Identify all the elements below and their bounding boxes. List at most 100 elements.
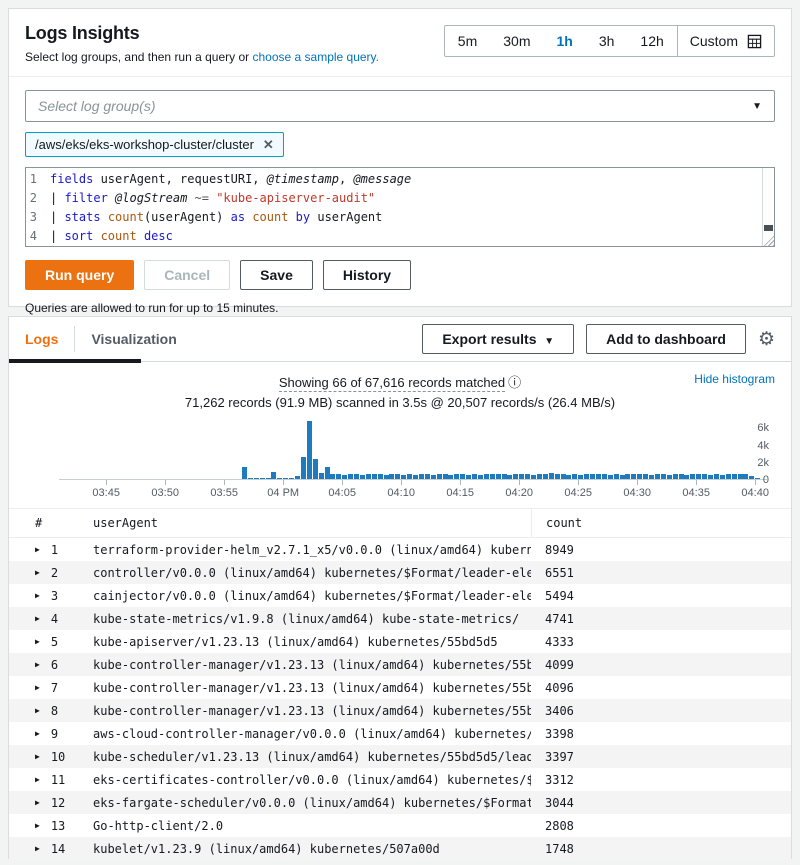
histogram-bar[interactable] bbox=[389, 474, 395, 479]
histogram-bar[interactable] bbox=[324, 466, 330, 479]
histogram-bar[interactable] bbox=[672, 474, 678, 479]
time-range-3h[interactable]: 3h bbox=[598, 33, 615, 49]
histogram-bar[interactable] bbox=[454, 474, 460, 479]
editor-scrollbar-thumb[interactable] bbox=[764, 225, 773, 231]
histogram-bar[interactable] bbox=[430, 474, 436, 479]
histogram-bar[interactable] bbox=[466, 474, 472, 479]
histogram-bar[interactable] bbox=[755, 477, 761, 479]
hide-histogram-link[interactable]: Hide histogram bbox=[694, 372, 775, 386]
sample-query-link[interactable]: choose a sample query. bbox=[252, 50, 379, 64]
histogram-bar[interactable] bbox=[418, 474, 424, 479]
histogram-bar[interactable] bbox=[601, 474, 607, 479]
histogram-bar[interactable] bbox=[318, 473, 324, 479]
gear-icon[interactable]: ⚙ bbox=[757, 328, 775, 350]
table-row[interactable]: ▶ 1 terraform-provider-helm_v2.7.1_x5/v0.0… bbox=[9, 538, 791, 561]
table-row[interactable]: ▶ 5 kube-apiserver/v1.23.13 (linux/amd64) … bbox=[9, 630, 791, 653]
histogram-bar[interactable] bbox=[306, 421, 312, 479]
time-range-30m[interactable]: 30m bbox=[503, 33, 531, 49]
histogram-bar[interactable] bbox=[348, 474, 354, 479]
time-range-12h[interactable]: 12h bbox=[640, 33, 664, 49]
row-expander-icon[interactable]: ▶ bbox=[35, 729, 40, 738]
row-expander-icon[interactable]: ▶ bbox=[35, 637, 40, 646]
histogram-bar[interactable] bbox=[649, 474, 655, 479]
col-header-useragent[interactable]: userAgent bbox=[93, 516, 159, 530]
histogram-bar[interactable] bbox=[289, 477, 295, 479]
table-row[interactable]: ▶ 2 controller/v0.0.0 (linux/amd64) kubern… bbox=[9, 561, 791, 584]
histogram-bar[interactable] bbox=[413, 474, 419, 479]
histogram-bar[interactable] bbox=[542, 473, 548, 479]
history-button[interactable]: History bbox=[322, 260, 412, 290]
histogram-bar[interactable] bbox=[401, 474, 407, 479]
histogram-bar[interactable] bbox=[359, 474, 365, 479]
histogram-bar[interactable] bbox=[436, 474, 442, 479]
histogram-bar[interactable] bbox=[743, 474, 749, 479]
histogram-bar[interactable] bbox=[696, 474, 702, 479]
histogram-bar[interactable] bbox=[725, 474, 731, 479]
table-row[interactable]: ▶ 12 eks-fargate-scheduler/v0.0.0 (linux/a… bbox=[9, 791, 791, 814]
histogram-bar[interactable] bbox=[472, 474, 478, 479]
histogram-bar[interactable] bbox=[584, 474, 590, 479]
histogram-bar[interactable] bbox=[713, 474, 719, 479]
histogram-bar[interactable] bbox=[536, 474, 542, 479]
table-row[interactable]: ▶ 6 kube-controller-manager/v1.23.13 (linu… bbox=[9, 653, 791, 676]
histogram-bar[interactable] bbox=[489, 474, 495, 479]
histogram-bar[interactable] bbox=[613, 474, 619, 479]
histogram-bar[interactable] bbox=[330, 473, 336, 479]
tab-visualization[interactable]: Visualization bbox=[91, 331, 177, 347]
table-row[interactable]: ▶ 3 cainjector/v0.0.0 (linux/amd64) kubern… bbox=[9, 584, 791, 607]
editor-scrollbar[interactable] bbox=[762, 168, 774, 246]
row-expander-icon[interactable]: ▶ bbox=[35, 821, 40, 830]
histogram-bar[interactable] bbox=[460, 474, 466, 479]
histogram-bar[interactable] bbox=[690, 474, 696, 479]
histogram-bar[interactable] bbox=[666, 474, 672, 479]
histogram-bar[interactable] bbox=[660, 474, 666, 479]
histogram-bar[interactable] bbox=[643, 474, 649, 479]
histogram-bar[interactable] bbox=[265, 478, 271, 479]
histogram-bar[interactable] bbox=[749, 476, 755, 479]
histogram-bar[interactable] bbox=[619, 474, 625, 479]
histogram-bar[interactable] bbox=[448, 474, 454, 479]
row-expander-icon[interactable]: ▶ bbox=[35, 614, 40, 623]
histogram-bar[interactable] bbox=[572, 474, 578, 479]
histogram-bar[interactable] bbox=[300, 456, 306, 479]
histogram-bar[interactable] bbox=[554, 474, 560, 479]
histogram-bar[interactable] bbox=[407, 474, 413, 479]
tab-logs[interactable]: Logs bbox=[25, 331, 59, 347]
histogram-bar[interactable] bbox=[365, 474, 371, 479]
row-expander-icon[interactable]: ▶ bbox=[35, 752, 40, 761]
histogram-bar[interactable] bbox=[483, 474, 489, 479]
row-expander-icon[interactable]: ▶ bbox=[35, 798, 40, 807]
histogram-bar[interactable] bbox=[277, 477, 283, 479]
query-editor[interactable]: 1 fields userAgent, requestURI, @timestam… bbox=[25, 167, 775, 247]
histogram-bar[interactable] bbox=[513, 474, 519, 479]
row-expander-icon[interactable]: ▶ bbox=[35, 568, 40, 577]
histogram-bar[interactable] bbox=[241, 466, 247, 479]
histogram-bar[interactable] bbox=[560, 474, 566, 479]
custom-time-range-button[interactable]: Custom bbox=[676, 26, 774, 56]
histogram-bar[interactable] bbox=[259, 478, 265, 479]
histogram-bar[interactable] bbox=[566, 474, 572, 479]
histogram-bar[interactable] bbox=[525, 474, 531, 479]
table-row[interactable]: ▶ 9 aws-cloud-controller-manager/v0.0.0 (l… bbox=[9, 722, 791, 745]
table-row[interactable]: ▶ 7 kube-controller-manager/v1.23.13 (linu… bbox=[9, 676, 791, 699]
table-row[interactable]: ▶ 14 kubelet/v1.23.9 (linux/amd64) kuberne… bbox=[9, 837, 791, 860]
histogram-bar[interactable] bbox=[442, 474, 448, 479]
histogram-bar[interactable] bbox=[253, 478, 259, 479]
time-range-1h[interactable]: 1h bbox=[556, 33, 573, 49]
histogram-bar[interactable] bbox=[637, 474, 643, 479]
row-expander-icon[interactable]: ▶ bbox=[35, 844, 40, 853]
histogram-bar[interactable] bbox=[678, 474, 684, 479]
histogram-bar[interactable] bbox=[342, 474, 348, 479]
histogram-bar[interactable] bbox=[631, 474, 637, 479]
run-query-button[interactable]: Run query bbox=[25, 260, 135, 290]
save-button[interactable]: Save bbox=[240, 260, 313, 290]
histogram-bar[interactable] bbox=[625, 474, 631, 479]
export-results-button[interactable]: Export results ▼ bbox=[422, 324, 575, 354]
table-row[interactable]: ▶ 11 eks-certificates-controller/v0.0.0 (l… bbox=[9, 768, 791, 791]
histogram-bar[interactable] bbox=[595, 474, 601, 479]
histogram-bar[interactable] bbox=[477, 474, 483, 479]
row-expander-icon[interactable]: ▶ bbox=[35, 683, 40, 692]
row-expander-icon[interactable]: ▶ bbox=[35, 660, 40, 669]
histogram-bar[interactable] bbox=[495, 474, 501, 479]
histogram-bar[interactable] bbox=[507, 474, 513, 479]
